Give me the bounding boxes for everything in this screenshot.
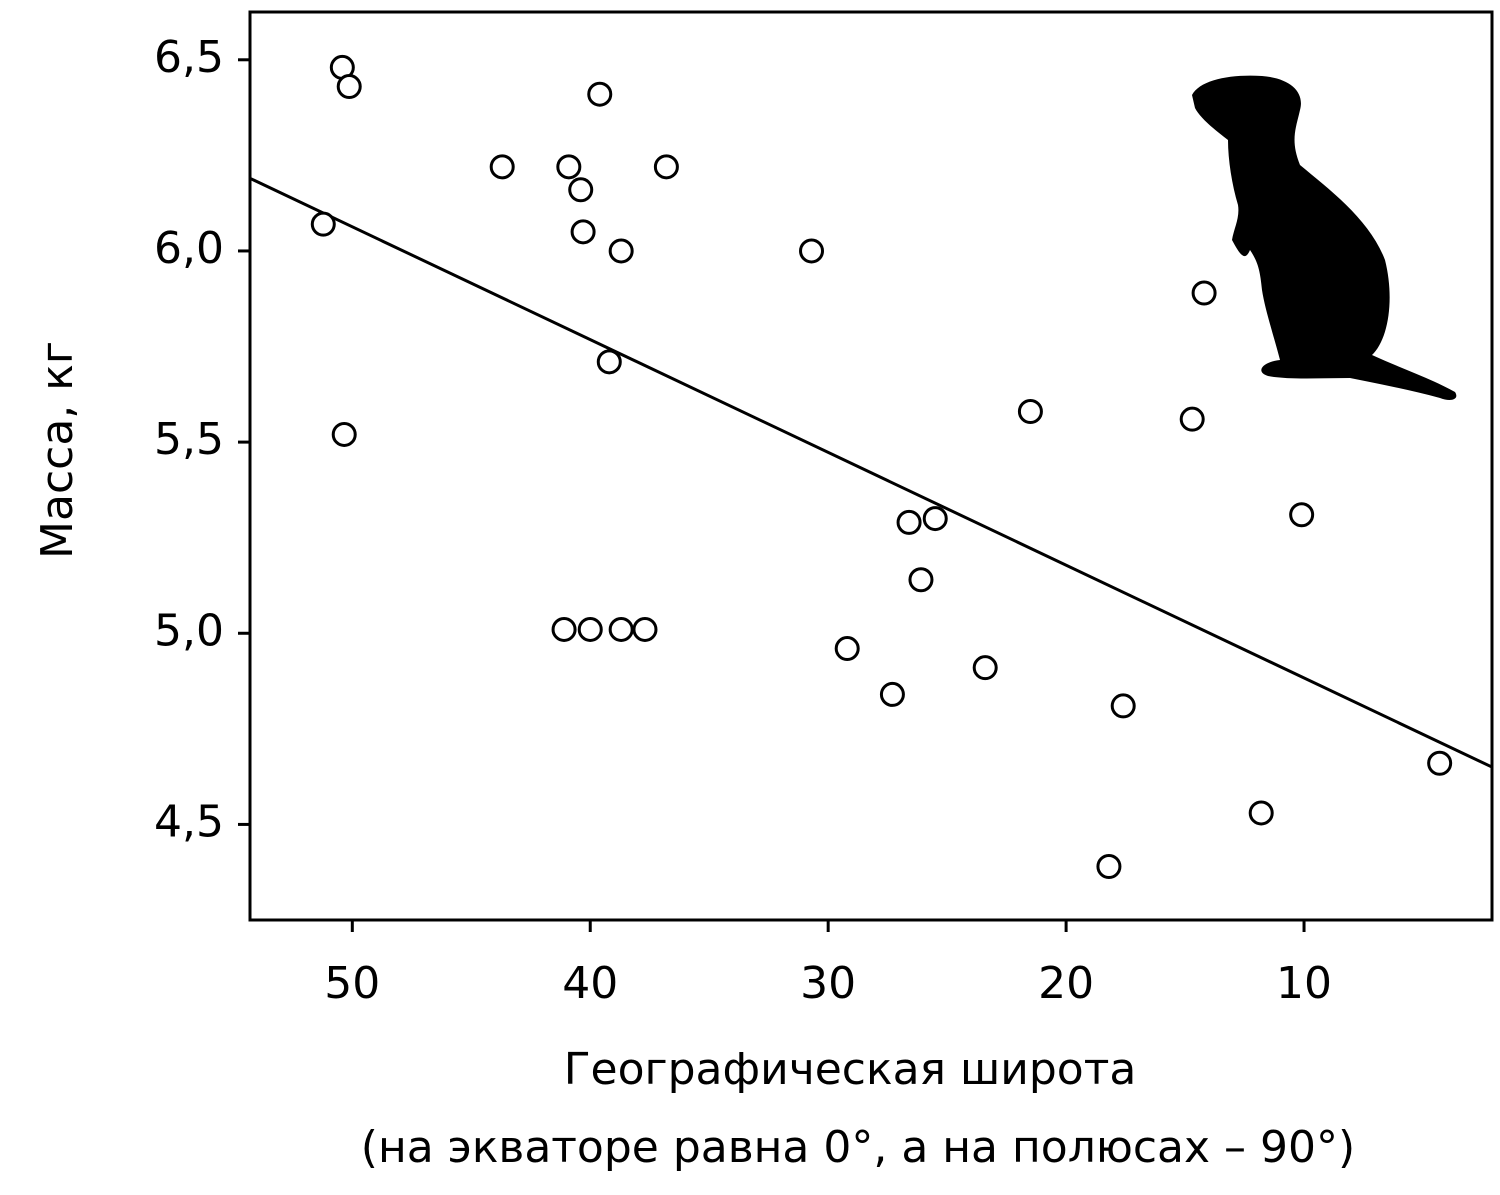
y-tick-label: 5,5 bbox=[154, 414, 224, 465]
data-point bbox=[1427, 750, 1453, 776]
data-point bbox=[556, 154, 582, 180]
data-point bbox=[1191, 280, 1217, 306]
y-tick-label: 5,0 bbox=[154, 605, 224, 656]
data-point bbox=[1289, 502, 1315, 528]
y-tick-label: 6,0 bbox=[154, 223, 224, 274]
data-point bbox=[799, 238, 825, 264]
data-point bbox=[1248, 800, 1274, 826]
marmot-silhouette bbox=[1192, 75, 1457, 401]
x-tick-label: 40 bbox=[562, 958, 618, 1009]
data-point bbox=[879, 681, 905, 707]
data-point bbox=[336, 74, 362, 100]
data-point bbox=[577, 616, 603, 642]
data-point bbox=[834, 636, 860, 662]
data-point bbox=[489, 154, 515, 180]
data-point bbox=[632, 616, 658, 642]
data-point bbox=[1110, 693, 1136, 719]
data-point bbox=[596, 349, 622, 375]
y-tick-label: 6,5 bbox=[154, 32, 224, 83]
data-point bbox=[551, 616, 577, 642]
data-point bbox=[568, 177, 594, 203]
x-axis-label: Географическая широта bbox=[564, 1044, 1137, 1095]
data-point bbox=[608, 616, 634, 642]
x-axis-label-note: (на экваторе равна 0°, а на полюсах – 90… bbox=[361, 1122, 1355, 1173]
data-point bbox=[608, 238, 634, 264]
y-axis-label: Масса, кг bbox=[32, 341, 83, 559]
data-point bbox=[331, 421, 357, 447]
data-point bbox=[1179, 406, 1205, 432]
x-tick-label: 10 bbox=[1276, 958, 1332, 1009]
x-tick-label: 20 bbox=[1038, 958, 1094, 1009]
data-point bbox=[896, 509, 922, 535]
data-point bbox=[653, 154, 679, 180]
x-tick-label: 30 bbox=[800, 958, 856, 1009]
trend-line bbox=[249, 176, 1493, 769]
x-tick-label: 50 bbox=[324, 958, 380, 1009]
data-point bbox=[310, 211, 336, 237]
data-point bbox=[922, 506, 948, 532]
y-tick-label: 4,5 bbox=[154, 796, 224, 847]
data-point bbox=[972, 655, 998, 681]
data-point bbox=[908, 567, 934, 593]
data-point bbox=[1017, 399, 1043, 425]
plot-frame bbox=[248, 10, 1494, 922]
data-point bbox=[587, 81, 613, 107]
data-point bbox=[1096, 853, 1122, 879]
data-point bbox=[570, 219, 596, 245]
